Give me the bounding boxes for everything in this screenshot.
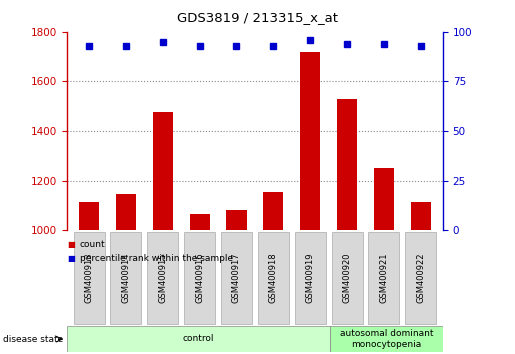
Bar — [300, 52, 320, 230]
Bar — [227, 210, 247, 230]
Text: ■: ■ — [67, 240, 75, 249]
FancyBboxPatch shape — [295, 232, 325, 324]
Text: GSM400915: GSM400915 — [158, 253, 167, 303]
Text: GSM400916: GSM400916 — [195, 252, 204, 303]
FancyBboxPatch shape — [368, 232, 400, 324]
Text: GSM400922: GSM400922 — [416, 253, 425, 303]
FancyBboxPatch shape — [67, 326, 330, 352]
FancyBboxPatch shape — [221, 232, 252, 324]
FancyBboxPatch shape — [147, 232, 178, 324]
FancyBboxPatch shape — [184, 232, 215, 324]
Text: GSM400914: GSM400914 — [122, 253, 130, 303]
Bar — [79, 202, 99, 230]
Text: GSM400918: GSM400918 — [269, 252, 278, 303]
Text: count: count — [80, 240, 106, 249]
Text: GSM400913: GSM400913 — [84, 252, 94, 303]
Bar — [263, 192, 283, 230]
Text: GSM400917: GSM400917 — [232, 252, 241, 303]
Bar — [410, 202, 431, 230]
Bar — [374, 168, 394, 230]
Text: autosomal dominant
monocytopenia: autosomal dominant monocytopenia — [340, 329, 433, 349]
Text: disease state: disease state — [3, 335, 63, 344]
Bar — [190, 214, 210, 230]
Text: control: control — [183, 335, 214, 343]
FancyBboxPatch shape — [74, 232, 105, 324]
FancyBboxPatch shape — [332, 232, 363, 324]
Text: GDS3819 / 213315_x_at: GDS3819 / 213315_x_at — [177, 11, 338, 24]
Bar — [337, 99, 357, 230]
Text: GSM400921: GSM400921 — [380, 253, 388, 303]
FancyBboxPatch shape — [258, 232, 289, 324]
Text: ■: ■ — [67, 254, 75, 263]
FancyBboxPatch shape — [405, 232, 436, 324]
FancyBboxPatch shape — [110, 232, 142, 324]
Bar — [116, 194, 136, 230]
FancyBboxPatch shape — [330, 326, 443, 352]
Bar — [152, 113, 173, 230]
Text: GSM400920: GSM400920 — [342, 253, 352, 303]
Text: GSM400919: GSM400919 — [306, 253, 315, 303]
Text: percentile rank within the sample: percentile rank within the sample — [80, 254, 233, 263]
